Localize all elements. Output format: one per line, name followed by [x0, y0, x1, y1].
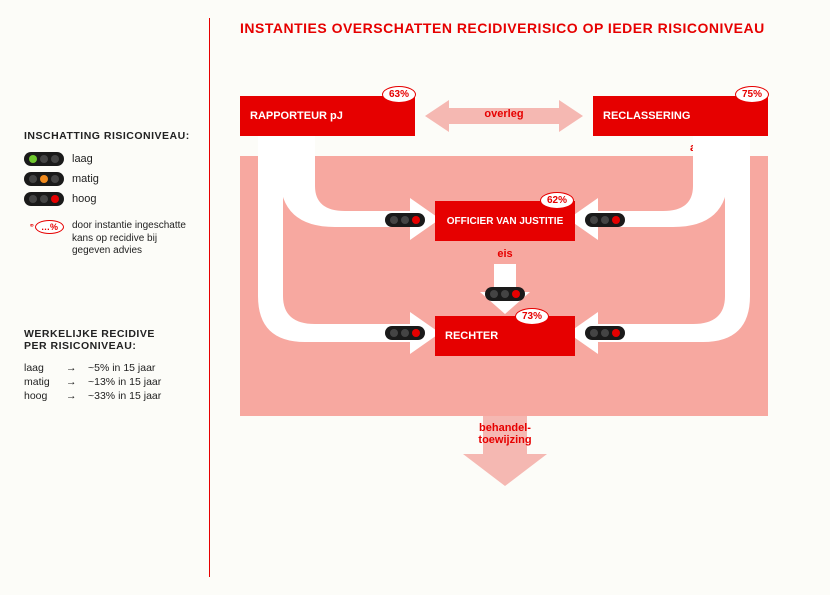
- recidive-block: WERKELIJKE RECIDIVE PER RISICONIVEAU: la…: [24, 328, 198, 402]
- legend-label: matig: [72, 173, 99, 185]
- legend-heading: INSCHATTING RISICONIVEAU:: [24, 130, 198, 142]
- label-overleg: overleg: [425, 108, 583, 120]
- box-reclassering: RECLASSERING: [593, 96, 768, 136]
- dot-green: [29, 155, 37, 163]
- traffic-light-icon: [24, 192, 64, 206]
- legend-row-laag: laag: [24, 152, 198, 166]
- main: INSTANTIES OVERSCHATTEN RECIDIVERISICO O…: [210, 0, 830, 595]
- recidive-heading-2: PER RISICONIVEAU:: [24, 340, 198, 352]
- arrow-icon: →: [66, 376, 88, 388]
- traffic-light-icon: [385, 326, 425, 340]
- speech-bubble: 63%: [382, 86, 416, 103]
- recidive-row: laag → ~5% in 15 jaar: [24, 362, 198, 374]
- recidive-heading-1: WERKELIJKE RECIDIVE: [24, 328, 198, 340]
- dot-red: [51, 195, 59, 203]
- speech-bubble: 75%: [735, 86, 769, 103]
- traffic-light-icon: [485, 287, 525, 301]
- label-eis: eis: [490, 248, 520, 260]
- legend-row-matig: matig: [24, 172, 198, 186]
- arrow-icon: →: [66, 362, 88, 374]
- legend-label: hoog: [72, 193, 96, 205]
- traffic-light-icon: [24, 152, 64, 166]
- recidive-row: hoog → ~33% in 15 jaar: [24, 390, 198, 402]
- legend-bubble-row: °° …% door instantie ingeschatte kans op…: [24, 220, 198, 258]
- legend-bubble-desc: door instantie ingeschatte kans op recid…: [72, 220, 198, 258]
- legend-label: laag: [72, 153, 93, 165]
- arrow-icon: →: [66, 390, 88, 402]
- box-rapporteur: RAPPORTEUR pJ: [240, 96, 415, 136]
- label-toewijzing: behandel- toewijzing: [463, 422, 547, 446]
- diagram: RAPPORTEUR pJ 63% RECLASSERING 75% overl…: [240, 66, 770, 526]
- dot-orange: [40, 175, 48, 183]
- speech-bubble-icon: °° …%: [24, 220, 64, 234]
- legend-row-hoog: hoog: [24, 192, 198, 206]
- traffic-light-icon: [585, 326, 625, 340]
- sidebar: INSCHATTING RISICONIVEAU: laag matig: [0, 0, 210, 595]
- recidive-row: matig → ~13% in 15 jaar: [24, 376, 198, 388]
- traffic-light-icon: [24, 172, 64, 186]
- page-title: INSTANTIES OVERSCHATTEN RECIDIVERISICO O…: [240, 20, 800, 36]
- speech-bubble: 73%: [515, 308, 549, 325]
